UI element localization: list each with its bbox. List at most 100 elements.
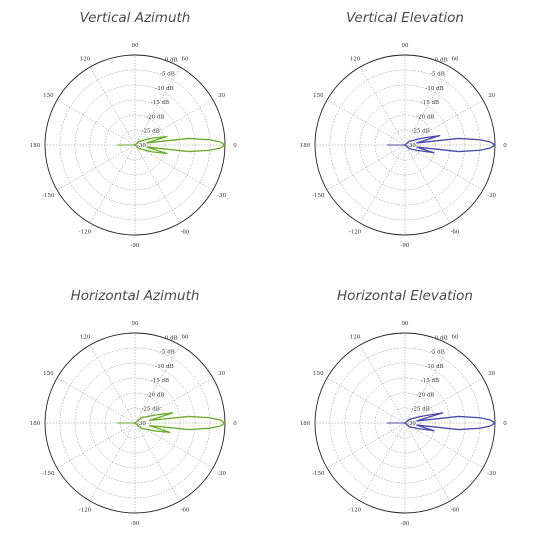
angle-tick-label: 90 <box>132 321 139 327</box>
grid-spoke <box>134 422 181 502</box>
radial-tick-label: -5 dB <box>430 72 445 78</box>
angle-tick-label: 30 <box>488 93 495 99</box>
radial-tick-label: -25 dB <box>412 129 430 135</box>
angle-tick-label: 0 <box>233 143 237 149</box>
angle-tick-label: 150 <box>313 371 324 377</box>
grid-ring <box>104 392 166 454</box>
angle-tick-label: 90 <box>402 43 409 49</box>
grid-ring <box>119 407 151 439</box>
grid-spoke <box>404 144 484 191</box>
grid-spoke <box>134 144 214 191</box>
radial-tick-label: -30 <box>407 421 416 427</box>
chart-panel-horizontal-azimuth: Horizontal Azimuth 0 30 60 90 120 150 180 -150 -… <box>0 278 270 548</box>
radial-tick-label: -10 dB <box>156 364 174 370</box>
radial-tick-label: 0 dB <box>435 335 448 341</box>
radial-tick-label: -20 dB <box>146 114 164 120</box>
radial-tick-label: -15 dB <box>421 378 439 384</box>
grid-spoke <box>89 66 136 146</box>
radial-tick-label: -25 dB <box>412 407 430 413</box>
grid-ring <box>89 99 181 191</box>
angle-tick-label: 60 <box>182 334 189 340</box>
angle-tick-label: -30 <box>217 193 226 199</box>
angle-tick-label: -150 <box>312 471 325 477</box>
grid-spoke <box>326 377 406 424</box>
angle-tick-label: -120 <box>79 230 92 236</box>
radial-tick-label: -5 dB <box>430 350 445 356</box>
angle-tick-label: 60 <box>182 56 189 62</box>
grid-ring <box>89 377 181 469</box>
radial-tick-label: -30 <box>407 143 416 149</box>
angle-tick-label: 180 <box>30 143 41 149</box>
grid-ring <box>359 99 451 191</box>
grid-ring <box>74 362 196 484</box>
polar-chart: 0 30 60 90 120 150 180 -150 -120 -90 -60 -30 0 dB -5 … <box>300 321 508 527</box>
radial-tick-label: -20 dB <box>146 392 164 398</box>
grid-ring <box>359 377 451 469</box>
chart-panel-horizontal-elevation: Horizontal Elevation 0 30 60 90 120 150 180 -15… <box>270 278 540 548</box>
angle-tick-label: 0 <box>503 421 507 427</box>
grid-spoke <box>56 99 136 146</box>
angle-tick-label: -30 <box>487 471 496 477</box>
radial-tick-label: -15 dB <box>421 100 439 106</box>
angle-tick-label: -120 <box>79 508 92 514</box>
angle-tick-label: 120 <box>80 334 91 340</box>
angle-tick-label: 150 <box>43 371 54 377</box>
radial-tick-label: -20 dB <box>416 114 434 120</box>
angle-tick-label: 120 <box>350 56 361 62</box>
angle-tick-label: 150 <box>43 93 54 99</box>
chart-panel-vertical-azimuth: Vertical Azimuth 0 30 60 90 120 150 180 -150 -12… <box>0 0 270 270</box>
angle-tick-label: 60 <box>452 56 459 62</box>
angle-tick-label: -90 <box>131 243 140 249</box>
angle-tick-label: -150 <box>312 193 325 199</box>
angle-tick-label: 180 <box>30 421 41 427</box>
angle-tick-label: 120 <box>80 56 91 62</box>
radial-tick-label: -25 dB <box>142 407 160 413</box>
grid-spoke <box>134 144 181 224</box>
radial-tick-label: -10 dB <box>426 86 444 92</box>
chart-title: Vertical Elevation <box>346 10 464 26</box>
angle-tick-label: 60 <box>452 334 459 340</box>
grid-ring <box>74 84 196 206</box>
radial-tick-label: -30 <box>137 143 146 149</box>
radial-tick-label: -10 dB <box>156 86 174 92</box>
grid-ring <box>59 69 211 221</box>
angle-tick-label: -60 <box>181 508 190 514</box>
grid-ring <box>344 362 466 484</box>
grid-spoke <box>404 422 484 469</box>
radial-tick-label: -5 dB <box>160 350 175 356</box>
radiation-pattern-line <box>134 412 226 433</box>
radial-tick-label: -20 dB <box>416 392 434 398</box>
radial-tick-label: -10 dB <box>426 364 444 370</box>
angle-tick-label: -150 <box>42 193 55 199</box>
angle-tick-label: -120 <box>349 230 362 236</box>
radiation-pattern-line <box>404 135 496 154</box>
grid-ring <box>119 129 151 161</box>
angle-tick-label: -30 <box>217 471 226 477</box>
angle-tick-label: 90 <box>402 321 409 327</box>
chart-title: Vertical Azimuth <box>79 10 191 26</box>
polar-chart: 0 30 60 90 120 150 180 -150 -120 -90 -60 -30 0 dB -5 … <box>30 43 238 249</box>
grid-ring <box>59 347 211 499</box>
radial-tick-label: 0 dB <box>165 57 178 63</box>
radial-tick-label: -15 dB <box>151 100 169 106</box>
angle-tick-label: 30 <box>218 93 225 99</box>
grid-spoke <box>56 377 136 424</box>
grid-ring <box>104 114 166 176</box>
grid-ring <box>374 392 436 454</box>
grid-ring <box>329 347 481 499</box>
angle-tick-label: 180 <box>300 421 311 427</box>
angle-tick-label: 150 <box>313 93 324 99</box>
radiation-pattern-line <box>134 135 226 155</box>
radiation-pattern-line <box>404 412 496 432</box>
angle-tick-label: 30 <box>218 371 225 377</box>
radial-tick-label: -15 dB <box>151 378 169 384</box>
angle-tick-label: -90 <box>131 521 140 527</box>
angle-tick-label: -60 <box>451 508 460 514</box>
radial-tick-label: 0 dB <box>165 335 178 341</box>
radial-tick-label: -25 dB <box>142 129 160 135</box>
angle-tick-label: 0 <box>503 143 507 149</box>
grid-spoke <box>359 66 406 146</box>
grid-ring <box>374 114 436 176</box>
polar-chart: 0 30 60 90 120 150 180 -150 -120 -90 -60 -30 0 dB -5 … <box>30 321 238 527</box>
angle-tick-label: -150 <box>42 471 55 477</box>
